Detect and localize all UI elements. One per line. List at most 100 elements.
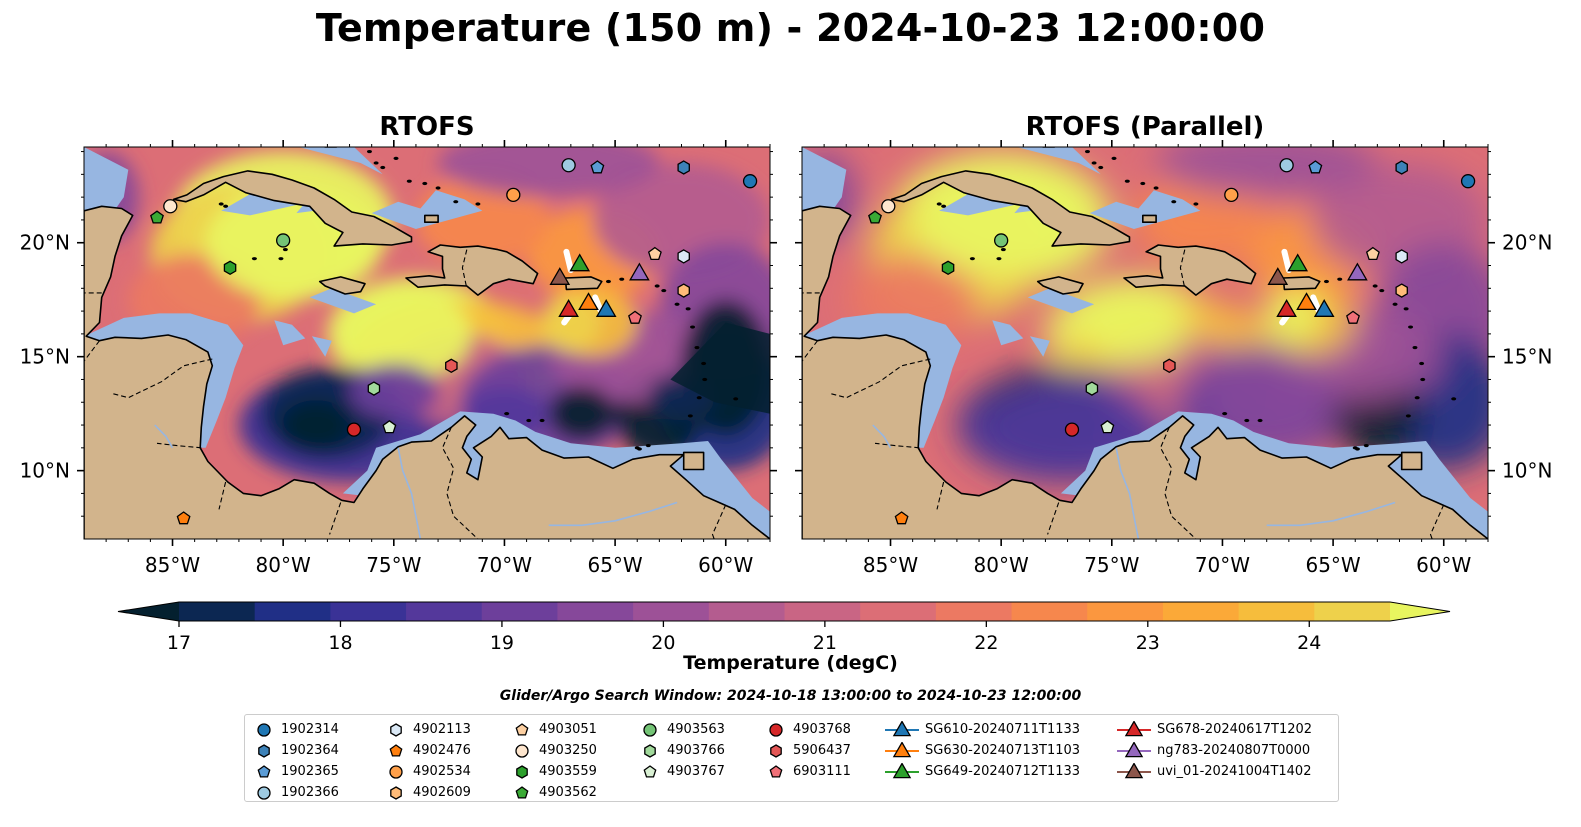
- obs-marker-6903111: [1346, 310, 1360, 324]
- R-lon-tick-label: 80°W: [974, 553, 1029, 577]
- obs-marker-4903768: [1064, 422, 1080, 437]
- colorbar-segment: [708, 602, 786, 621]
- colorbar-segment: [633, 602, 710, 621]
- legend-marker-hexagon-icon: [390, 785, 402, 800]
- obs-marker-5906437: [445, 358, 458, 374]
- legend-entry-label: 1902314: [281, 722, 339, 737]
- legend-entry-label: 4903767: [667, 764, 725, 779]
- obs-marker-4903051: [647, 246, 662, 261]
- legend-marker-triangle-icon: [885, 741, 919, 757]
- legend-entry: 4903767: [639, 761, 725, 782]
- legend-entry-label: 1902365: [281, 764, 339, 779]
- obs-marker-ng783-20240807T0000: [629, 262, 650, 281]
- legend-entry-label: 4903559: [539, 764, 597, 779]
- legend-marker-pentagon-icon: [643, 764, 657, 778]
- L-lon-tick-label: 70°W: [477, 553, 532, 577]
- R-lat-tick-label: 15°N: [1502, 345, 1552, 369]
- legend-entry: 1902366: [253, 782, 339, 803]
- L-lon-tick-label: 80°W: [256, 553, 311, 577]
- legend-entry: 4903250: [511, 740, 597, 761]
- obs-marker-SG678-20240617T1202: [1276, 298, 1297, 317]
- colorbar-tick-label: 24: [1297, 632, 1321, 654]
- legend-marker-circle-icon: [257, 722, 271, 737]
- legend-entry-label: 4902113: [413, 722, 471, 737]
- legend-entry: ng783-20240807T0000: [1117, 740, 1312, 761]
- legend-entry-label: uvi_01-20241004T1402: [1157, 764, 1312, 779]
- obs-marker-4903559: [941, 260, 955, 276]
- legend-marker-circle-icon: [769, 722, 783, 737]
- legend-entry-label: 6903111: [793, 764, 851, 779]
- L-lon-tick-label: 75°W: [366, 553, 421, 577]
- legend-marker-circle-icon: [389, 764, 403, 779]
- colorbar-tick-label: 18: [328, 632, 352, 654]
- colorbar-segment: [406, 602, 483, 621]
- L-lon-tick-label: 85°W: [145, 553, 200, 577]
- obs-marker-4902476: [176, 511, 191, 525]
- legend-entry: 4902534: [385, 761, 471, 782]
- colorbar-tick-label: 23: [1136, 632, 1160, 654]
- obs-marker-SG649-20240712T1133: [569, 253, 591, 272]
- legend-marker-pentagon-icon: [257, 764, 271, 778]
- legend-marker-pentagon-icon: [769, 764, 783, 778]
- legend-marker-triangle-icon: [1117, 762, 1151, 778]
- legend-entry: SG630-20240713T1103: [885, 740, 1080, 761]
- legend-entry: 1902364: [253, 740, 339, 761]
- legend-entry-label: 4903562: [539, 785, 597, 800]
- map-panel-rtofs: 85°W 80°W 75°W 70°W 65°W 60°W 10°N 15°N 20°N: [20, 140, 777, 577]
- legend-marker-hexagon-icon: [390, 722, 402, 737]
- legend-entry: SG678-20240617T1202: [1117, 719, 1312, 740]
- legend-column: 4903768 5906437 6903111: [765, 719, 851, 782]
- colorbar-tick-label: 17: [167, 632, 191, 654]
- legend-entry-label: SG678-20240617T1202: [1157, 722, 1313, 737]
- colorbar-tick-label: 22: [974, 632, 998, 654]
- legend-entry: 1902365: [253, 761, 339, 782]
- obs-marker-4903562: [150, 210, 164, 224]
- obs-marker-1902366: [561, 158, 576, 173]
- obs-marker-4902534: [1224, 187, 1239, 203]
- obs-marker-4903559: [223, 260, 237, 276]
- legend-entry-label: SG610-20240711T1133: [925, 722, 1081, 737]
- colorbar-segment: [860, 602, 937, 621]
- legend-entry-label: 5906437: [793, 743, 851, 758]
- obs-marker-SG630-20240713T1103: [578, 292, 599, 311]
- obs-marker-SG630-20240713T1103: [1296, 292, 1317, 311]
- colorbar-tick-label: 20: [651, 632, 675, 654]
- colorbar-label: Temperature (degC): [683, 652, 898, 674]
- obs-marker-5906437: [1163, 358, 1176, 374]
- legend-marker-triangle-icon: [1117, 720, 1151, 736]
- legend-entry: 4902476: [385, 740, 471, 761]
- obs-marker-1902365: [590, 160, 605, 174]
- legend-entry-label: 4903563: [667, 722, 725, 737]
- obs-marker-4903563: [994, 233, 1009, 248]
- obs-marker-4903766: [367, 381, 381, 396]
- R-lon-tick-label: 85°W: [863, 553, 918, 577]
- legend-marker-triangle-icon: [1117, 741, 1151, 757]
- legend-column: 4903563 4903766 4903767: [639, 719, 725, 782]
- L-lon-tick-label: 60°W: [698, 553, 753, 577]
- obs-marker-4902534: [506, 187, 521, 203]
- colorbar-extend-low: [118, 602, 179, 621]
- legend-marker-pentagon-icon: [389, 743, 403, 757]
- legend-entry: 4903766: [639, 740, 725, 761]
- obs-marker-uvi_01-20241004T1402: [549, 267, 571, 285]
- colorbar-segment: [1011, 602, 1088, 621]
- obs-marker-4903767: [1100, 419, 1115, 434]
- legend-column: 1902314 1902364 1902365 1902366: [253, 719, 339, 803]
- colorbar-segment: [481, 602, 559, 621]
- obs-marker-4903250: [881, 199, 896, 214]
- legend-entry: uvi_01-20241004T1402: [1117, 761, 1312, 782]
- colorbar-extend-high: [1390, 602, 1450, 621]
- colorbar-segment: [935, 602, 1013, 621]
- colorbar-tick-label: 19: [490, 632, 514, 654]
- legend-entry-label: SG649-20240712T1133: [925, 764, 1081, 779]
- legend-entry-label: ng783-20240807T0000: [1157, 743, 1311, 758]
- legend-marker-pentagon-icon: [515, 785, 529, 799]
- legend-entry-label: 4903250: [539, 743, 597, 758]
- legend-entry: SG610-20240711T1133: [885, 719, 1080, 740]
- L-lat-tick-label: 20°N: [20, 231, 70, 255]
- R-lat-tick-label: 20°N: [1502, 231, 1552, 255]
- obs-marker-4903563: [276, 233, 291, 248]
- colorbar-segment: [557, 602, 634, 621]
- R-lon-tick-label: 75°W: [1084, 553, 1139, 577]
- legend-marker-circle-icon: [643, 722, 657, 737]
